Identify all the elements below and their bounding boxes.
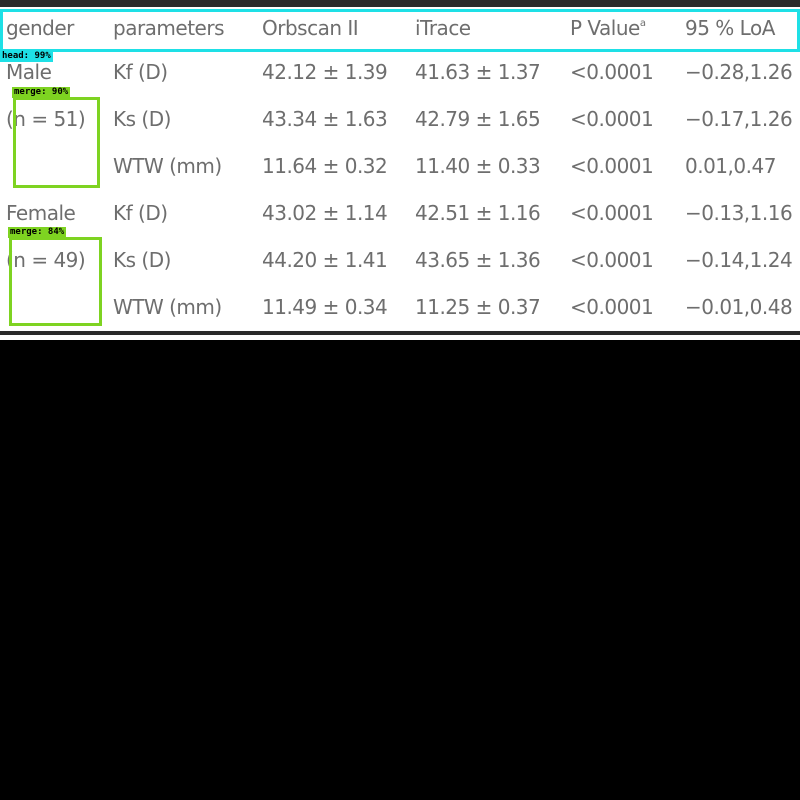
table-cell: 11.49 ± 0.34 <box>262 295 388 319</box>
group-label-female: Female <box>6 201 76 225</box>
table-cell: 41.63 ± 1.37 <box>415 60 541 84</box>
table-bottom-rule <box>0 331 800 335</box>
table-cell: 11.25 ± 0.37 <box>415 295 541 319</box>
table-cell: 42.79 ± 1.65 <box>415 107 541 131</box>
header-orbscan: Orbscan II <box>262 16 359 40</box>
table-cell: Ks (D) <box>113 107 171 131</box>
header-loa: 95 % LoA <box>685 16 775 40</box>
head-detection-box <box>0 9 800 52</box>
merge-detection-label: merge: 84% <box>8 227 67 238</box>
header-p-value-text: P Value <box>570 16 640 40</box>
header-itrace: iTrace <box>415 16 471 40</box>
table-cell: <0.0001 <box>570 154 654 178</box>
merge-detection-label: merge: 90% <box>12 87 71 98</box>
merge-detection-box <box>9 237 102 326</box>
group-label-male: Male <box>6 60 52 84</box>
table-cell: <0.0001 <box>570 107 654 131</box>
table-cell: Kf (D) <box>113 201 168 225</box>
table-cell: Kf (D) <box>113 60 168 84</box>
table-cell: 42.51 ± 1.16 <box>415 201 541 225</box>
group-count-female: (n = 49) <box>6 248 86 272</box>
table-cell: −0.01,0.48 <box>685 295 793 319</box>
merge-detection-box <box>13 97 100 188</box>
group-count-male: (n = 51) <box>6 107 86 131</box>
results-table: gender parameters Orbscan II iTrace P Va… <box>0 0 800 340</box>
header-parameters: parameters <box>113 16 225 40</box>
table-cell: Ks (D) <box>113 248 171 272</box>
table-cell: −0.28,1.26 <box>685 60 793 84</box>
table-cell: 43.34 ± 1.63 <box>262 107 388 131</box>
table-cell: WTW (mm) <box>113 154 222 178</box>
table-cell: 42.12 ± 1.39 <box>262 60 388 84</box>
header-p-value: P Valuea <box>570 16 646 40</box>
table-cell: −0.17,1.26 <box>685 107 793 131</box>
header-p-value-footnote: a <box>639 18 646 29</box>
table-cell: 43.65 ± 1.36 <box>415 248 541 272</box>
table-cell: <0.0001 <box>570 201 654 225</box>
table-cell: 44.20 ± 1.41 <box>262 248 388 272</box>
table-cell: <0.0001 <box>570 248 654 272</box>
header-gender: gender <box>6 16 74 40</box>
table-cell: 43.02 ± 1.14 <box>262 201 388 225</box>
table-cell: WTW (mm) <box>113 295 222 319</box>
table-top-rule <box>0 0 800 7</box>
table-cell: <0.0001 <box>570 60 654 84</box>
table-cell: 0.01,0.47 <box>685 154 776 178</box>
head-detection-label: head: 99% <box>0 51 53 62</box>
table-cell: 11.40 ± 0.33 <box>415 154 541 178</box>
table-cell: <0.0001 <box>570 295 654 319</box>
table-cell: −0.14,1.24 <box>685 248 793 272</box>
table-cell: 11.64 ± 0.32 <box>262 154 388 178</box>
table-cell: −0.13,1.16 <box>685 201 793 225</box>
